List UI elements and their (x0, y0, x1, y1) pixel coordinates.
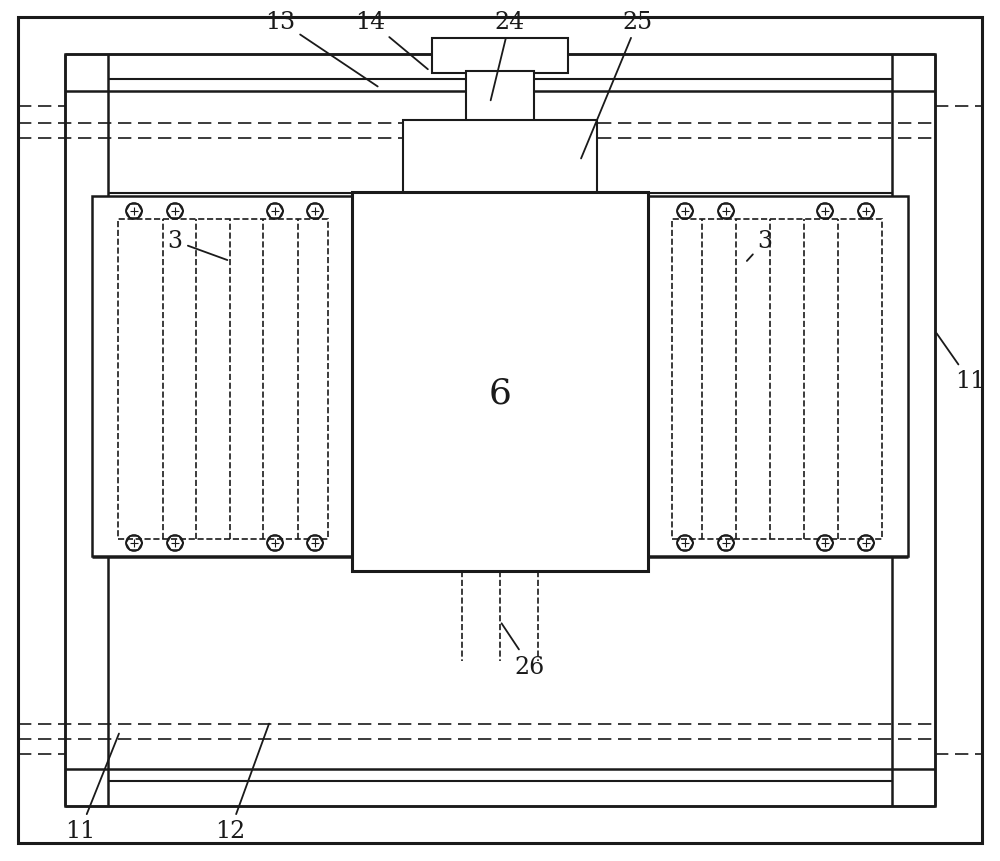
Text: 3: 3 (747, 230, 772, 262)
Text: 25: 25 (581, 10, 653, 159)
Bar (432, 39, 568, 74)
Bar (65, 55, 935, 806)
Text: 6: 6 (489, 376, 511, 411)
Bar (466, 72, 534, 122)
Text: 11: 11 (937, 334, 985, 393)
Bar (672, 220, 882, 539)
Text: 26: 26 (502, 623, 545, 678)
Text: 12: 12 (215, 724, 269, 843)
Bar (352, 193, 648, 572)
Text: 3: 3 (168, 230, 227, 261)
Text: 14: 14 (355, 10, 428, 70)
Text: 11: 11 (65, 734, 119, 843)
Text: 13: 13 (265, 10, 378, 87)
Bar (648, 197, 908, 556)
Bar (92, 197, 352, 556)
Bar (118, 220, 328, 539)
Bar (403, 121, 597, 194)
Text: 24: 24 (491, 10, 525, 102)
